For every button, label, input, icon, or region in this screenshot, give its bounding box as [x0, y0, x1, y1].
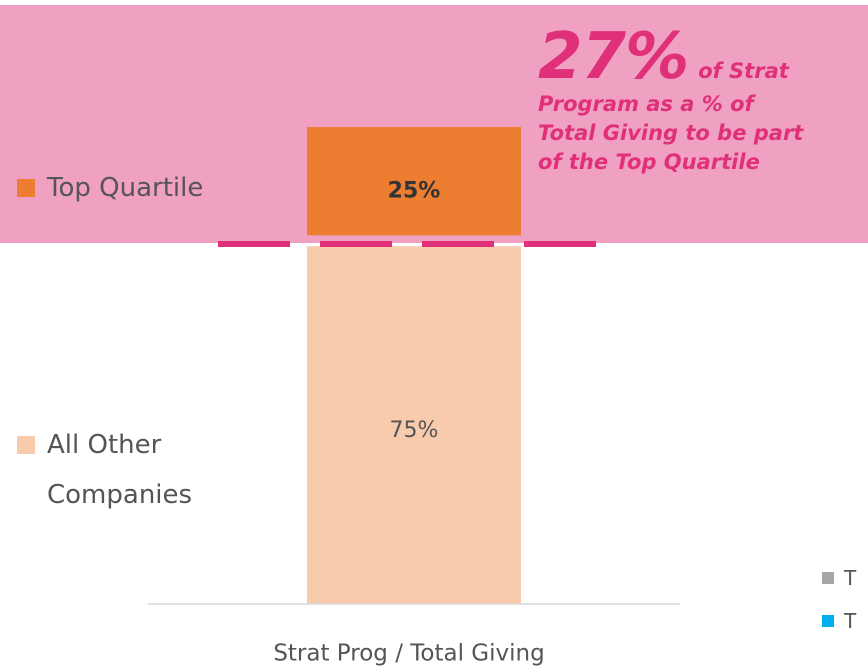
- legend-label: T: [844, 609, 857, 633]
- annotation-text: of Strat: [698, 59, 789, 83]
- bar-segment: [307, 246, 521, 604]
- legend-item: All Other Companies: [17, 420, 257, 520]
- annotation-text: Program as a % of: [538, 92, 754, 116]
- data-label: 25%: [388, 179, 441, 204]
- legend-label: All Other Companies: [47, 430, 193, 510]
- legend-swatch: [17, 179, 35, 197]
- legend-item: Top Quartile: [17, 163, 257, 213]
- legend-label: Top Quartile: [47, 173, 204, 203]
- legend-label: T: [844, 566, 857, 590]
- legend-item: T: [822, 566, 856, 590]
- bar-segment: [307, 127, 521, 236]
- annotation-text: of the Top Quartile: [538, 150, 760, 174]
- annotation-value: 27%: [538, 20, 689, 94]
- legend-swatch: [17, 436, 35, 454]
- x-tick-label: Strat Prog / Total Giving: [273, 641, 544, 667]
- annotation-text: Total Giving to be part: [538, 121, 804, 145]
- legend-swatch: [822, 615, 834, 627]
- data-label: 75%: [390, 418, 439, 443]
- legend-swatch: [822, 572, 834, 584]
- legend-item: T: [822, 609, 856, 633]
- annotation: 27% of Strat Program as a % of Total Givi…: [538, 20, 868, 177]
